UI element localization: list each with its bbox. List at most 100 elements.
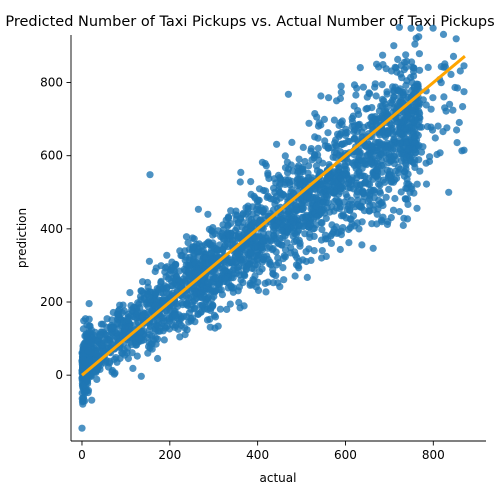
scatter-point: [318, 254, 325, 261]
scatter-point: [209, 239, 216, 246]
scatter-point: [411, 41, 418, 48]
scatter-point: [199, 294, 206, 301]
scatter-point: [145, 343, 152, 350]
scatter-point: [319, 201, 326, 208]
scatter-point: [411, 160, 418, 167]
scatter-point: [396, 99, 403, 106]
scatter-point: [314, 135, 321, 142]
scatter-point: [416, 50, 423, 57]
scatter-point: [351, 222, 358, 229]
scatter-point: [410, 68, 417, 75]
scatter-point: [108, 368, 115, 375]
scatter-point: [227, 282, 234, 289]
scatter-point: [319, 247, 326, 254]
scatter-point: [404, 201, 411, 208]
scatter-point: [313, 195, 320, 202]
scatter-point: [158, 314, 165, 321]
scatter-point: [204, 211, 211, 218]
scatter-point: [260, 206, 267, 213]
scatter-point: [128, 307, 135, 314]
scatter-point: [227, 301, 234, 308]
scatter-point: [192, 260, 199, 267]
scatter-point: [191, 235, 198, 242]
scatter-point: [284, 159, 291, 166]
scatter-point: [311, 110, 318, 117]
scatter-point: [351, 135, 358, 142]
scatter-point: [392, 168, 399, 175]
scatter-point: [262, 288, 269, 295]
scatter-point: [80, 398, 87, 405]
scatter-point: [88, 397, 95, 404]
scatter-point: [317, 92, 324, 99]
scatter-point: [407, 25, 414, 32]
y-tick-label: 0: [55, 368, 63, 382]
scatter-point: [191, 318, 198, 325]
scatter-point: [276, 189, 283, 196]
scatter-point: [450, 53, 457, 60]
scatter-point: [327, 188, 334, 195]
scatter-point: [98, 321, 105, 328]
y-tick-label: 800: [40, 76, 63, 90]
scatter-point: [259, 265, 266, 272]
scatter-point: [271, 175, 278, 182]
scatter-point: [364, 152, 371, 159]
scatter-point: [375, 197, 382, 204]
scatter-point: [365, 89, 372, 96]
scatter-point: [337, 246, 344, 253]
scatter-point: [299, 256, 306, 263]
scatter-point: [247, 222, 254, 229]
scatter-point: [453, 35, 460, 42]
scatter-point: [379, 81, 386, 88]
scatter-point: [259, 159, 266, 166]
scatter-point: [340, 212, 347, 219]
scatter-point: [245, 203, 252, 210]
scatter-point: [237, 169, 244, 176]
scatter-point: [411, 134, 418, 141]
scatter-point: [165, 275, 172, 282]
scatter-point: [152, 289, 159, 296]
scatter-point: [353, 85, 360, 92]
scatter-point: [368, 143, 375, 150]
scatter-point: [411, 83, 418, 90]
scatter-point: [454, 84, 461, 91]
scatter-point: [288, 139, 295, 146]
scatter-point: [279, 227, 286, 234]
scatter-point: [126, 289, 133, 296]
scatter-point: [430, 25, 437, 32]
scatter-point: [353, 191, 360, 198]
scatter-point: [383, 194, 390, 201]
scatter-point: [396, 150, 403, 157]
scatter-point: [428, 106, 435, 113]
scatter-point: [120, 302, 127, 309]
scatter-point: [296, 181, 303, 188]
scatter-point: [362, 105, 369, 112]
scatter-point: [295, 262, 302, 269]
scatter-point: [88, 339, 95, 346]
scatter-point: [460, 147, 467, 154]
scatter-point: [368, 160, 375, 167]
scatter-point: [241, 271, 248, 278]
scatter-point: [325, 94, 332, 101]
scatter-point: [460, 88, 467, 95]
scatter-point: [412, 149, 419, 156]
scatter-point: [204, 316, 211, 323]
scatter-point: [408, 183, 415, 190]
scatter-point: [86, 328, 93, 335]
scatter-point: [349, 115, 356, 122]
scatter-point: [313, 162, 320, 169]
scatter-point: [361, 207, 368, 214]
scatter-point: [262, 280, 269, 287]
scatter-point: [391, 195, 398, 202]
scatter-point: [390, 207, 397, 214]
scatter-point: [300, 144, 307, 151]
scatter-point: [336, 122, 343, 129]
scatter-point: [338, 83, 345, 90]
scatter-point: [217, 306, 224, 313]
scatter-point: [391, 160, 398, 167]
scatter-point: [438, 63, 445, 70]
scatter-point: [348, 178, 355, 185]
scatter-point: [311, 152, 318, 159]
scatter-point: [208, 227, 215, 234]
scatter-point: [416, 25, 423, 32]
scatter-point: [292, 272, 299, 279]
